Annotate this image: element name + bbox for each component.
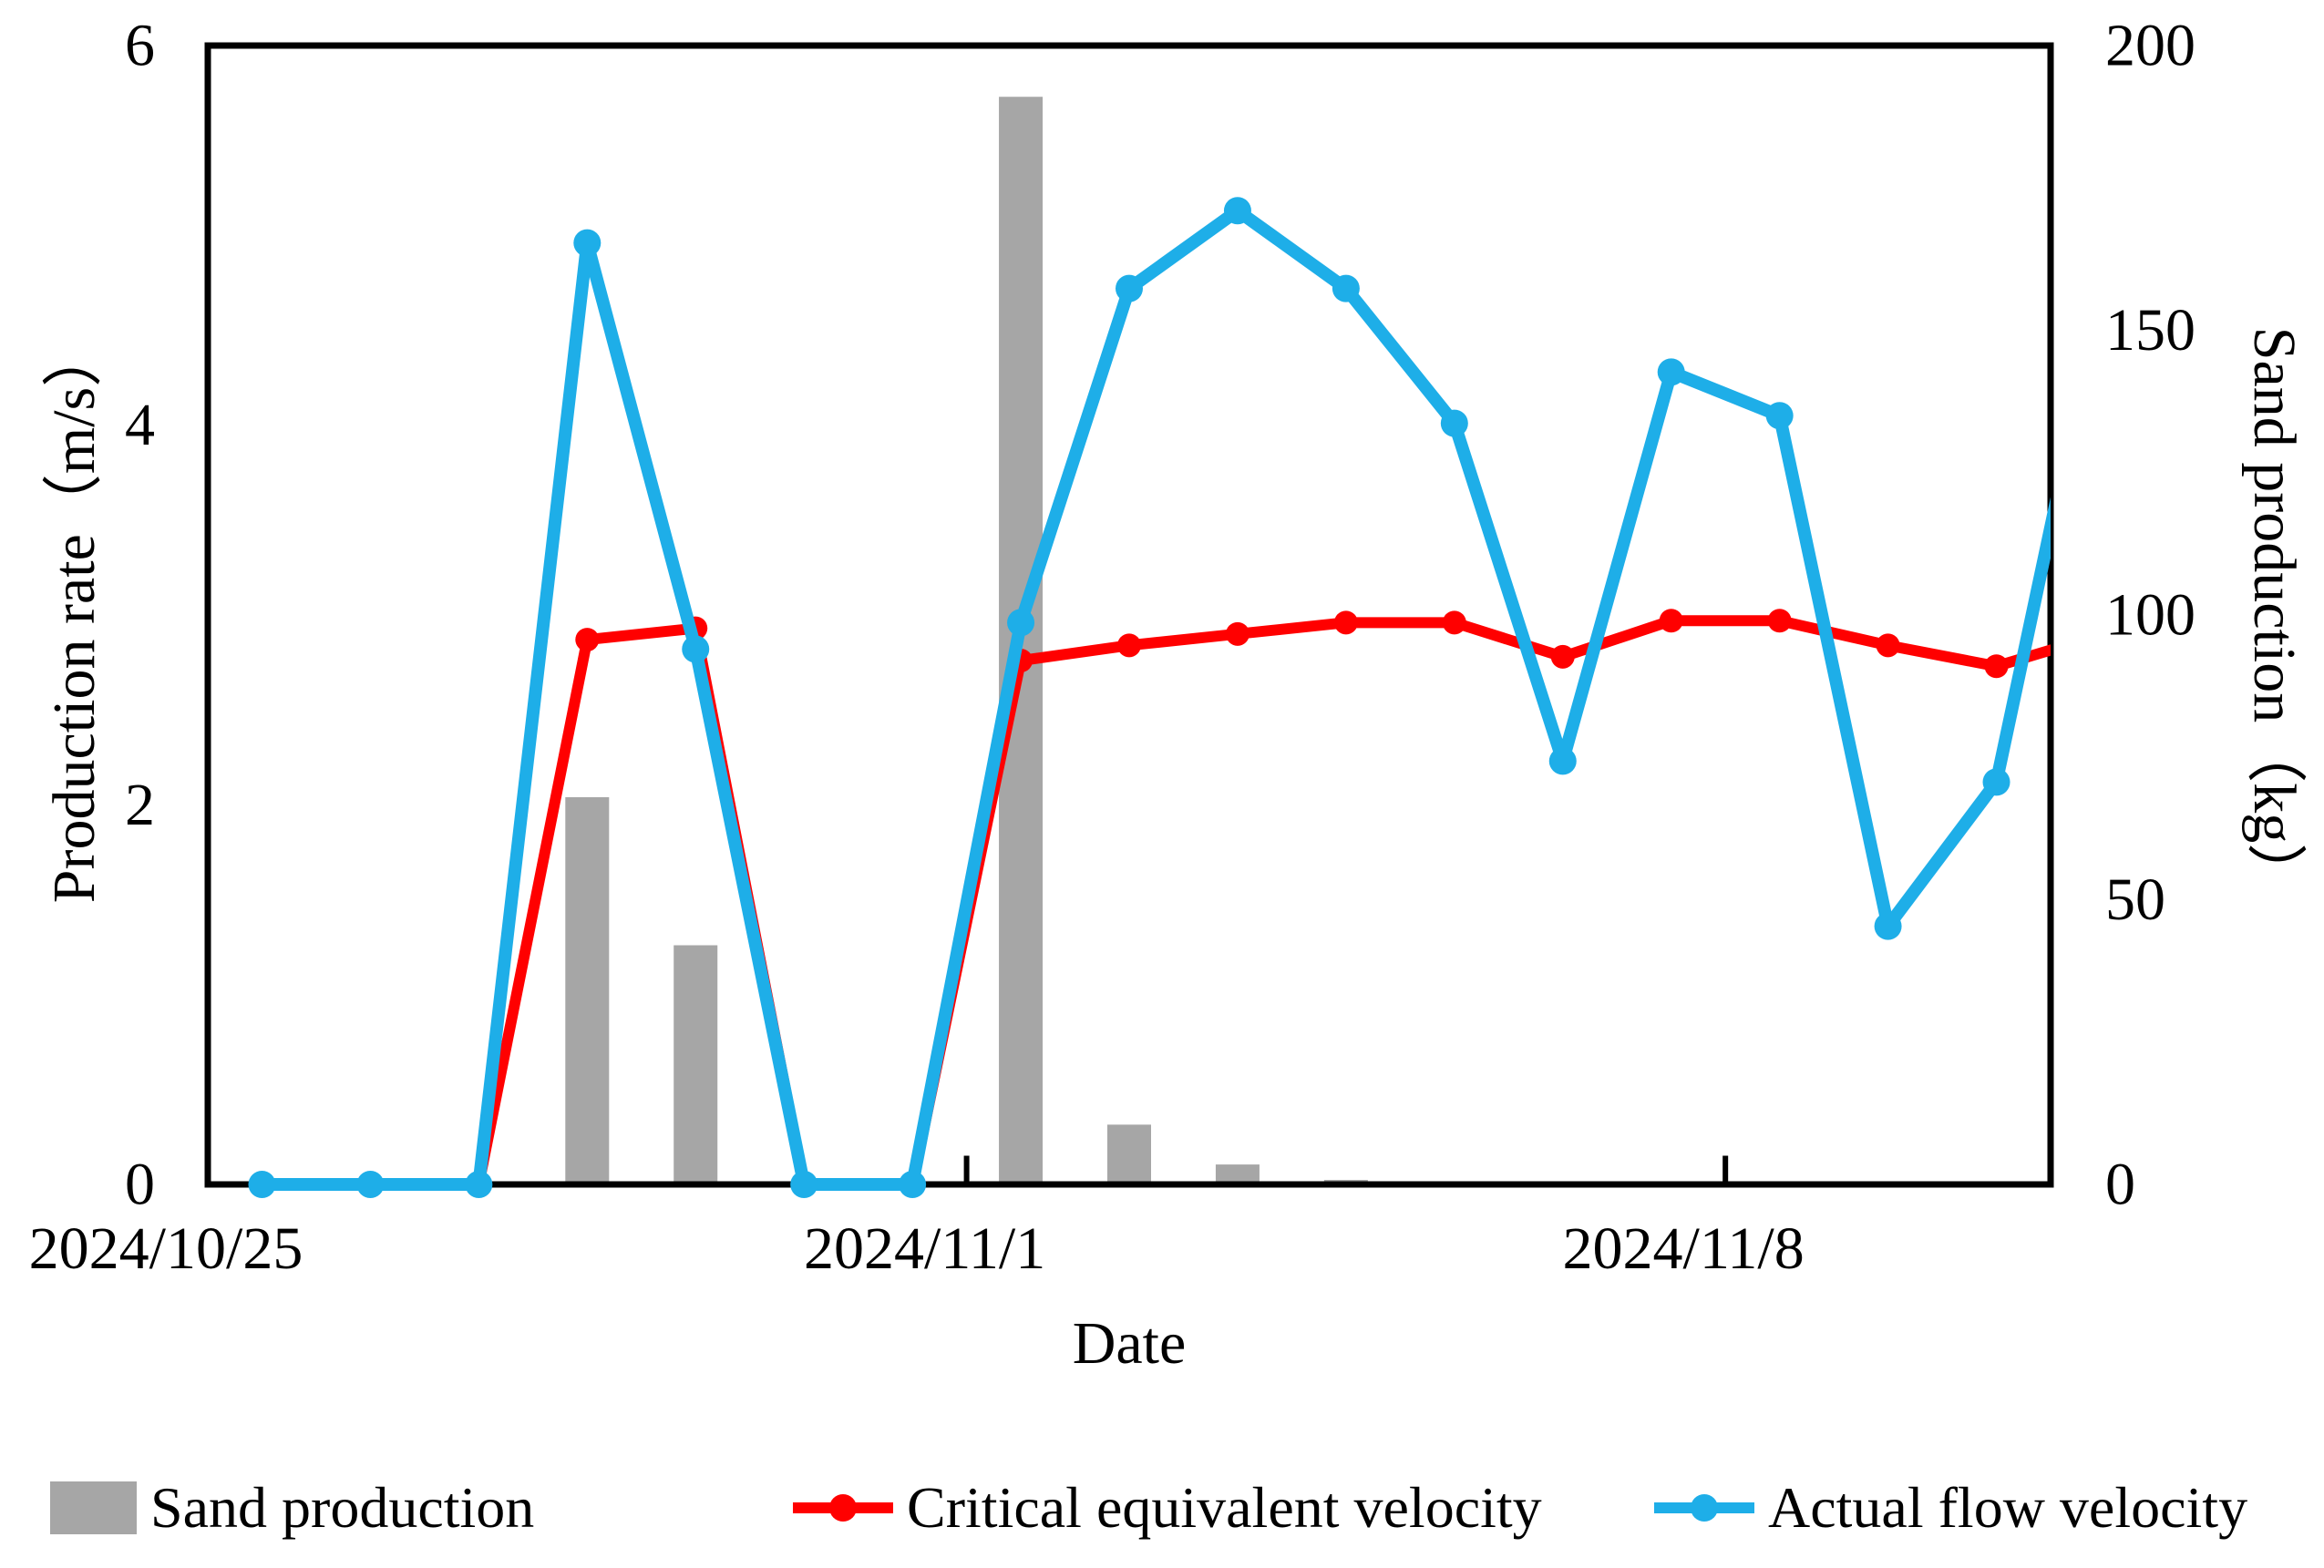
data-point-marker (1332, 274, 1360, 302)
data-point-marker (899, 1171, 927, 1198)
left-tick-label: 6 (125, 13, 155, 79)
data-point-marker (573, 229, 602, 257)
data-point-marker (1765, 402, 1794, 430)
left-tick-label: 0 (125, 1152, 155, 1218)
series-actual-flow-velocity (248, 197, 2118, 1198)
data-point-marker (682, 635, 710, 663)
line-path (256, 615, 2051, 1190)
legend-item-actual-flow-velocity: Actual flow velocity (1654, 1475, 2248, 1540)
data-point-marker (1117, 633, 1141, 658)
legend-swatch-bar (50, 1481, 137, 1534)
legend-label: Critical equivalent velocity (907, 1475, 1542, 1540)
bar-sand-production (1107, 1124, 1151, 1184)
data-point-marker (465, 1171, 493, 1198)
legend-label: Actual flow velocity (1768, 1475, 2248, 1540)
data-point-marker (1442, 610, 1466, 635)
data-point-marker (1116, 274, 1143, 302)
data-point-marker (1550, 644, 1575, 669)
data-point-marker (1223, 197, 1251, 225)
data-point-marker (1767, 609, 1792, 633)
x-tick-label: 2024/11/1 (804, 1215, 1045, 1282)
legend-item-critical-equivalent-velocity: Critical equivalent velocity (793, 1475, 1542, 1540)
data-point-marker (1984, 654, 2009, 679)
data-point-marker (356, 1171, 385, 1198)
data-point-marker (790, 1171, 818, 1198)
legend-swatch-line-marker (793, 1494, 893, 1522)
data-point-marker (2091, 260, 2118, 287)
data-point-marker (1874, 912, 1902, 940)
data-point-marker (1982, 768, 2010, 796)
bar-sand-production (674, 945, 718, 1184)
data-point-marker (1659, 609, 1683, 633)
x-axis-title: Date (1072, 1310, 1187, 1377)
data-point-marker (1657, 358, 1685, 386)
bar-sand-production (565, 797, 610, 1184)
x-tick-label: 2024/11/8 (1563, 1215, 1805, 1282)
legend-item-sand-production: Sand production (50, 1475, 535, 1540)
data-point-marker (1548, 747, 1577, 775)
legend-swatch-line-marker (1654, 1494, 1754, 1522)
data-point-marker (1440, 409, 1468, 437)
series-critical-equivalent-velocity (250, 609, 2051, 1196)
left-tick-label: 2 (125, 772, 155, 838)
right-tick-label: 150 (2105, 297, 2195, 364)
right-tick-label: 0 (2105, 1152, 2135, 1218)
right-axis-tick-labels: 0 50 100 150 200 (2105, 13, 2195, 1218)
data-point-marker (1333, 610, 1358, 635)
line-path (255, 204, 2051, 1191)
legend-label: Sand production (150, 1475, 535, 1540)
right-tick-label: 50 (2105, 866, 2165, 933)
left-axis-tick-labels: 0 2 4 6 (125, 13, 155, 1218)
left-tick-label: 4 (125, 392, 155, 458)
x-axis-ticks: 2024/10/25 2024/11/1 2024/11/8 (29, 1155, 1805, 1282)
data-point-marker (248, 1171, 276, 1198)
data-point-marker (575, 628, 600, 652)
bar-sand-production (1215, 1164, 1260, 1184)
plot-frame (204, 42, 2054, 1188)
data-point-marker (1876, 633, 1900, 658)
right-tick-label: 200 (2105, 13, 2195, 79)
right-tick-label: 100 (2105, 582, 2195, 649)
data-point-marker (1007, 609, 1035, 637)
left-axis-title: Production rate（m/s） (41, 326, 108, 904)
data-point-marker (1225, 621, 1249, 646)
x-tick-label: 2024/10/25 (29, 1215, 303, 1282)
right-axis-title: Sand production（kg） (2241, 326, 2308, 904)
